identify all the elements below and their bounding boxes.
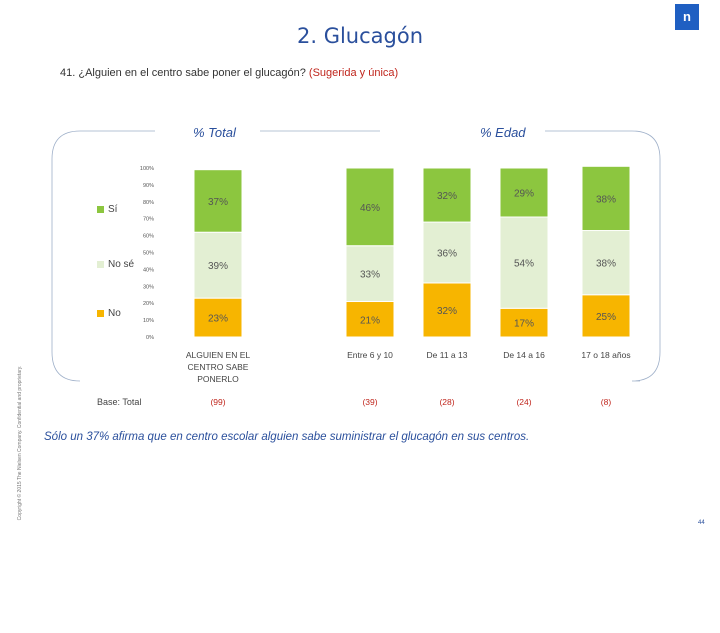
category-label: De 14 a 16 (503, 350, 545, 360)
section-total-label: % Total (193, 125, 236, 140)
nielsen-logo: n (675, 4, 699, 30)
bar-segment (499, 216, 549, 309)
y-tick-label: 30% (143, 284, 154, 290)
slide-title: 2. Glucagón (296, 24, 424, 48)
legend-item-si: Sí (97, 204, 117, 215)
y-tick-label: 10% (143, 318, 154, 324)
data-label: 32% (437, 191, 457, 202)
bar-segment (581, 294, 631, 338)
question-note: (Sugerida y única) (308, 67, 399, 79)
bar-segment (345, 245, 395, 303)
y-tick-label: 40% (143, 267, 154, 273)
bar-segment (193, 169, 243, 233)
bar-segment (422, 282, 472, 338)
data-label: 23% (208, 314, 228, 325)
base-value: (39) (362, 397, 377, 407)
question-text: 41. ¿Alguien en el centro sabe poner el … (60, 67, 398, 79)
category-label: Entre 6 y 10 (347, 350, 393, 360)
y-tick-label: 70% (143, 217, 154, 223)
data-label: 36% (437, 249, 457, 260)
y-tick-label: 60% (143, 234, 154, 240)
data-label: 37% (208, 197, 228, 208)
legend-swatch-si (97, 205, 104, 213)
base-label: Base: Total (97, 397, 142, 407)
y-tick-label: 50% (143, 251, 154, 257)
legend-label-nose: No sé (108, 259, 135, 270)
y-tick-label: 90% (143, 183, 154, 189)
base-value: (28) (439, 397, 454, 407)
legend-label-no: No (108, 308, 121, 319)
category-label: 17 o 18 años (581, 350, 630, 360)
data-label: 17% (514, 319, 534, 330)
data-label: 25% (596, 312, 616, 323)
y-tick-label: 0% (146, 335, 154, 341)
data-label: 46% (360, 203, 380, 214)
chart-frame (51, 130, 661, 382)
bar-segment (499, 167, 549, 218)
bar-segment (499, 307, 549, 338)
question-main: 41. ¿Alguien en el centro sabe poner el … (60, 67, 306, 79)
copyright-notice: Copyright © 2015 The Nielsen Company. Co… (17, 365, 23, 521)
y-tick-label: 80% (143, 200, 154, 206)
legend-item-no: No (97, 308, 121, 319)
data-label: 38% (596, 194, 616, 205)
legend-swatch-nose (97, 260, 104, 268)
bar-segment (345, 167, 395, 247)
bar-segment (581, 230, 631, 296)
section-age-label: % Edad (480, 125, 526, 140)
legend-item-nose: No sé (97, 259, 134, 270)
data-label: 21% (360, 315, 380, 326)
stacked-bar-chart: 0% 10% 20% 30% 40% 50% 60% 70% 80% 90% 100% 23% 39% 3… (140, 165, 631, 407)
conclusion-text: Sólo un 37% afirma que en centro escolar… (44, 431, 530, 443)
legend-label-si: Sí (108, 204, 118, 215)
data-label: 54% (514, 259, 534, 270)
y-tick-label: 20% (143, 301, 154, 307)
data-label: 29% (514, 189, 534, 200)
data-label: 39% (208, 261, 228, 272)
category-label: ALGUIEN EN EL (186, 350, 251, 360)
bar-segment (581, 165, 631, 232)
data-label: 33% (360, 270, 380, 281)
category-label: CENTRO SABE (188, 362, 249, 372)
page-number: 44 (698, 520, 705, 526)
base-value: (8) (601, 397, 612, 407)
base-value: (99) (210, 397, 225, 407)
base-value: (24) (516, 397, 531, 407)
bar-segment (422, 167, 472, 223)
legend-swatch-no (97, 309, 104, 317)
data-label: 32% (437, 306, 457, 317)
category-label: PONERLO (197, 374, 239, 384)
data-label: 38% (596, 259, 616, 270)
y-tick-label: 100% (140, 166, 154, 172)
category-label: De 11 a 13 (427, 350, 468, 360)
